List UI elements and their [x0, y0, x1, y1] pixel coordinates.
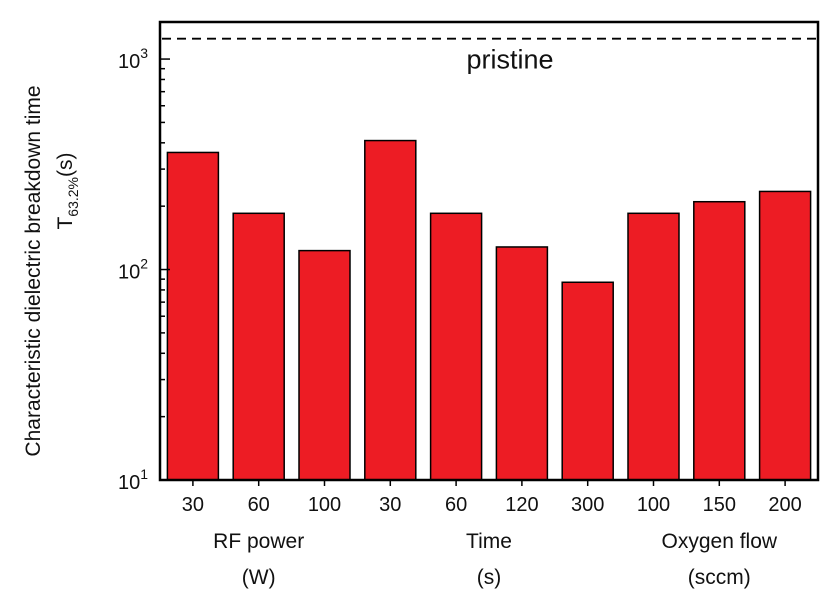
bar-6: [561, 281, 614, 481]
y-axis-label-symbol: T: [54, 217, 77, 230]
bar-8: [693, 200, 746, 481]
x-tick-label: 30: [182, 494, 204, 516]
bar-7: [627, 212, 680, 481]
y-axis-label-line2: T63.2%(s): [54, 152, 81, 229]
x-tick-label: 100: [637, 494, 670, 516]
reference-layer: pristine: [162, 37, 816, 75]
y-axis-label: Characteristic dielectric breakdown time…: [22, 85, 81, 456]
y-axis-label-line1: Characteristic dielectric breakdown time: [22, 85, 45, 456]
group-unit-2: (sccm): [688, 566, 751, 589]
y-axis-label-subscript: 63.2%: [65, 177, 81, 217]
x-tick-label: 60: [248, 494, 270, 516]
x-axis-ticks: 30 60 100 30 60 120 300 100 150 200: [182, 480, 802, 516]
group-label-2: Oxygen flow: [662, 530, 778, 553]
group-unit-0: (W): [242, 566, 276, 589]
x-tick-label: 60: [445, 494, 467, 516]
x-axis-groups: RF power (W) Time (s) Oxygen flow (sccm): [213, 530, 778, 589]
x-tick-label: 150: [703, 494, 736, 516]
bar-9: [758, 190, 812, 481]
bars-layer: [166, 139, 812, 481]
pristine-reference-label: pristine: [466, 45, 553, 75]
bar-4: [429, 212, 483, 481]
x-tick-label: 300: [571, 494, 604, 516]
group-unit-1: (s): [477, 566, 502, 589]
x-tick-label: 30: [379, 494, 401, 516]
bar-2: [298, 249, 351, 481]
plot-frame: [158, 20, 820, 482]
x-tick-label: 120: [505, 494, 538, 516]
bar-1: [232, 212, 285, 481]
group-label-0: RF power: [213, 530, 304, 553]
y-tick-label: 103: [118, 45, 148, 73]
x-tick-label: 100: [308, 494, 341, 516]
bar-0: [166, 151, 220, 481]
y-tick-label: 102: [118, 256, 148, 284]
y-axis-label-unit: (s): [54, 152, 77, 177]
group-label-1: Time: [466, 530, 512, 553]
y-axis-ticks: 101 102 103: [118, 45, 170, 494]
bar-3: [364, 139, 417, 481]
y-tick-label: 101: [118, 466, 148, 494]
bar-5: [495, 246, 549, 481]
x-tick-label: 200: [768, 494, 801, 516]
